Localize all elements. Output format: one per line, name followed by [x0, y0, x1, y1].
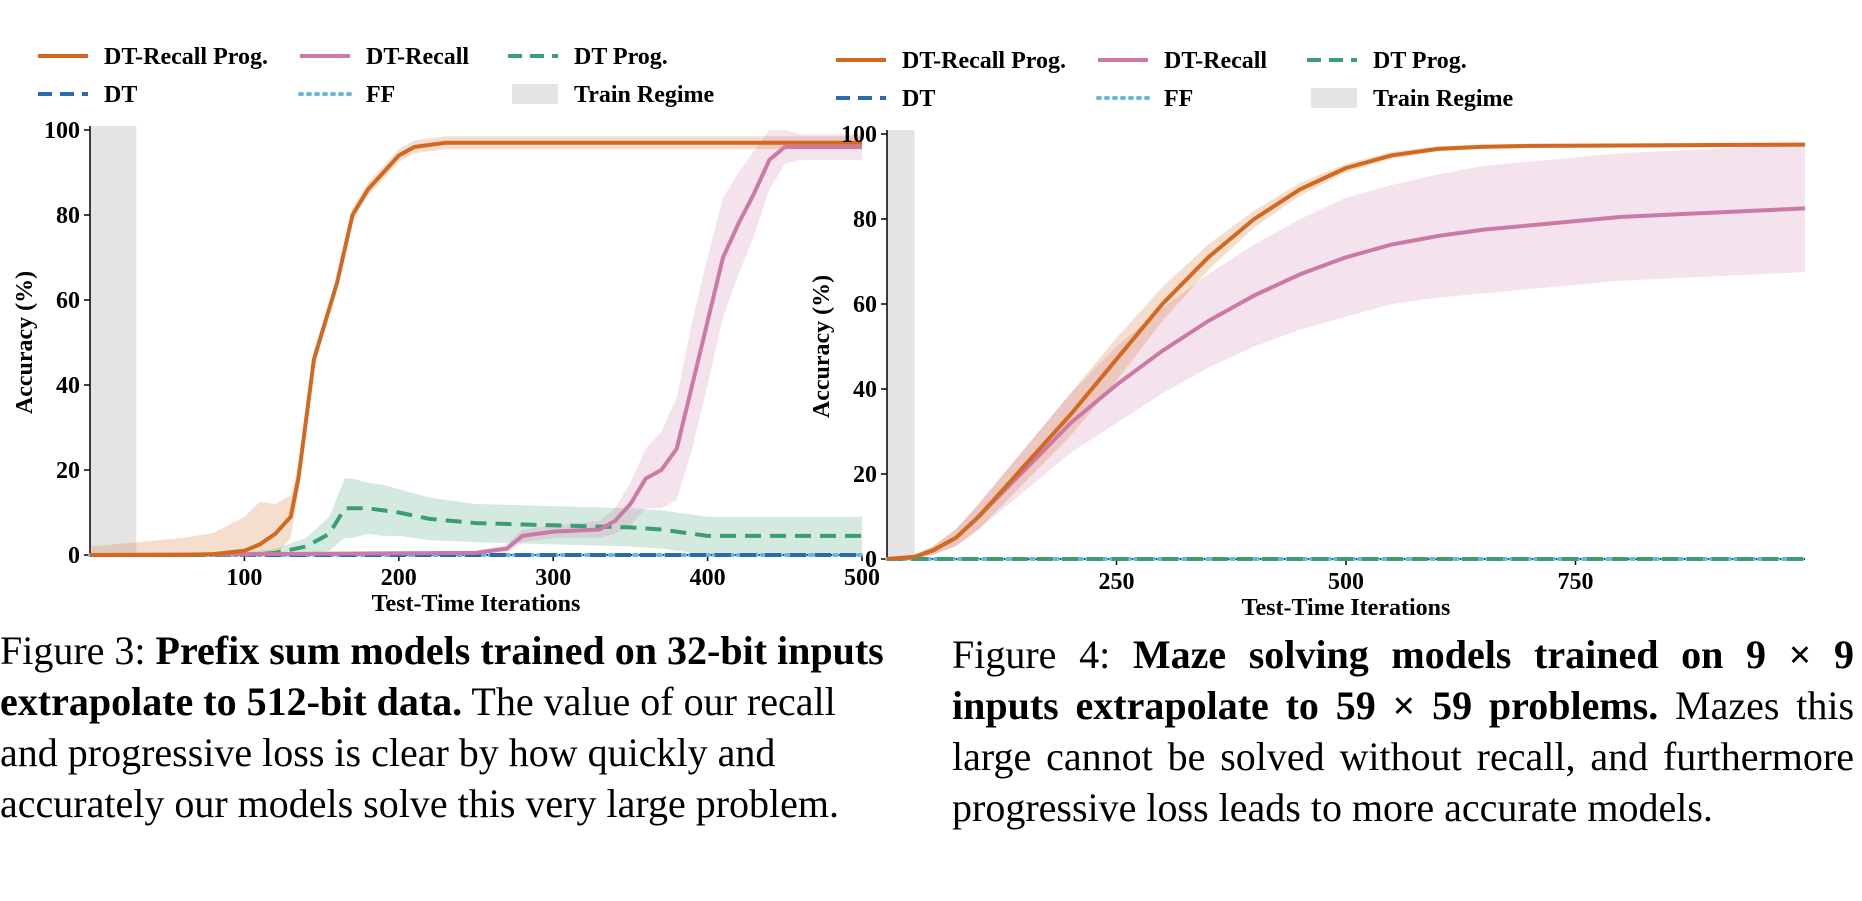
- legend-item-ff: FF: [1096, 86, 1193, 112]
- figure-3-text: The value of our recall and progressive …: [0, 679, 840, 826]
- legend-item-dt-recall-prog: DT-Recall Prog.: [836, 48, 1066, 74]
- x-tick-label: 500: [844, 565, 880, 591]
- train-regime-region: [90, 126, 137, 555]
- legend-item-train-regime: Train Regime: [1311, 86, 1514, 112]
- x-tick-label: 250: [1099, 569, 1135, 595]
- chart-maze-solving: 0 20 40 60 80 100 250 500 750 Test-Time Iteration…: [809, 48, 1807, 621]
- y-tick-label: 100: [841, 122, 877, 148]
- y-tick-label: 20: [56, 458, 80, 484]
- legend-item-train-regime: Train Regime: [512, 82, 715, 108]
- x-tick-label: 400: [690, 565, 726, 591]
- figure-3-label: Figure 3:: [0, 628, 156, 673]
- y-tick-label: 0: [68, 543, 80, 569]
- legend-swatch-train-regime: [512, 84, 558, 104]
- figure-4-text: Mazes this large cannot be solved withou…: [952, 683, 1855, 830]
- x-tick-label: 500: [1328, 569, 1364, 595]
- legend-item-dt: DT: [836, 86, 935, 112]
- train-regime-region: [887, 130, 915, 559]
- y-tick-label: 80: [853, 207, 877, 233]
- legend-swatch-train-regime: [1311, 88, 1357, 108]
- legend-item-dt-recall-prog: DT-Recall Prog.: [38, 44, 268, 70]
- y-tick-label: 0: [865, 547, 877, 573]
- y-tick-label: 100: [44, 118, 80, 144]
- y-tick-label: 40: [853, 377, 877, 403]
- figure-4-caption: Figure 4: Maze solving models trained on…: [952, 629, 1854, 833]
- legend-item-dt-prog: DT Prog.: [508, 44, 668, 70]
- x-tick-label: 100: [226, 565, 262, 591]
- figure-4-bold-text: Maze solving models trained on 9 × 9 inp…: [952, 632, 1854, 728]
- series-line-dt-recall-prog: [886, 142, 1806, 561]
- legend-label-dt-recall: DT-Recall: [1164, 48, 1267, 74]
- figure-3-bold-text: Prefix sum models trained on 32-bit inpu…: [0, 628, 884, 724]
- legend-label-dt-recall-prog: DT-Recall Prog.: [902, 48, 1066, 74]
- legend-item-dt-recall: DT-Recall: [1098, 48, 1267, 74]
- y-axis-label: Accuracy (%): [809, 275, 835, 418]
- figure-3-caption: Figure 3: Prefix sum models trained on 3…: [0, 625, 895, 829]
- legend-label-train-regime: Train Regime: [574, 82, 715, 108]
- band-dt-recall: [887, 144, 1805, 559]
- legend-item-ff: FF: [298, 82, 395, 108]
- legend-label-ff: FF: [366, 82, 395, 108]
- x-tick-label: 300: [535, 565, 571, 591]
- band-dt-recall: [90, 130, 862, 555]
- legend-label-dt-recall-prog: DT-Recall Prog.: [104, 44, 268, 70]
- legend-label-dt-prog: DT Prog.: [1373, 48, 1467, 74]
- legend-label-dt: DT: [902, 86, 935, 112]
- y-tick-label: 60: [853, 292, 877, 318]
- legend-item-dt: DT: [38, 82, 137, 108]
- x-tick-label: 200: [381, 565, 417, 591]
- x-tick-label: 750: [1558, 569, 1594, 595]
- series-line-dt-recall: [89, 145, 862, 557]
- legend-label-dt-recall: DT-Recall: [366, 44, 469, 70]
- legend-label-dt-prog: DT Prog.: [574, 44, 668, 70]
- x-axis-label: Test-Time Iterations: [372, 591, 581, 617]
- legend-label-dt: DT: [104, 82, 137, 108]
- y-tick-label: 40: [56, 373, 80, 399]
- legend-item-dt-recall: DT-Recall: [300, 44, 469, 70]
- legend-label-train-regime: Train Regime: [1373, 86, 1514, 112]
- figure-4-label: Figure 4:: [952, 632, 1133, 677]
- y-tick-label: 20: [853, 462, 877, 488]
- y-tick-label: 60: [56, 288, 80, 314]
- legend-label-ff: FF: [1164, 86, 1193, 112]
- x-axis-label: Test-Time Iterations: [1242, 595, 1451, 621]
- legend-item-dt-prog: DT Prog.: [1307, 48, 1467, 74]
- series-line-dt-prog: [90, 506, 862, 557]
- series-line-dt-recall-prog: [90, 140, 862, 557]
- y-axis-label: Accuracy (%): [12, 271, 38, 414]
- band-dt-prog: [90, 478, 862, 555]
- y-tick-label: 80: [56, 203, 80, 229]
